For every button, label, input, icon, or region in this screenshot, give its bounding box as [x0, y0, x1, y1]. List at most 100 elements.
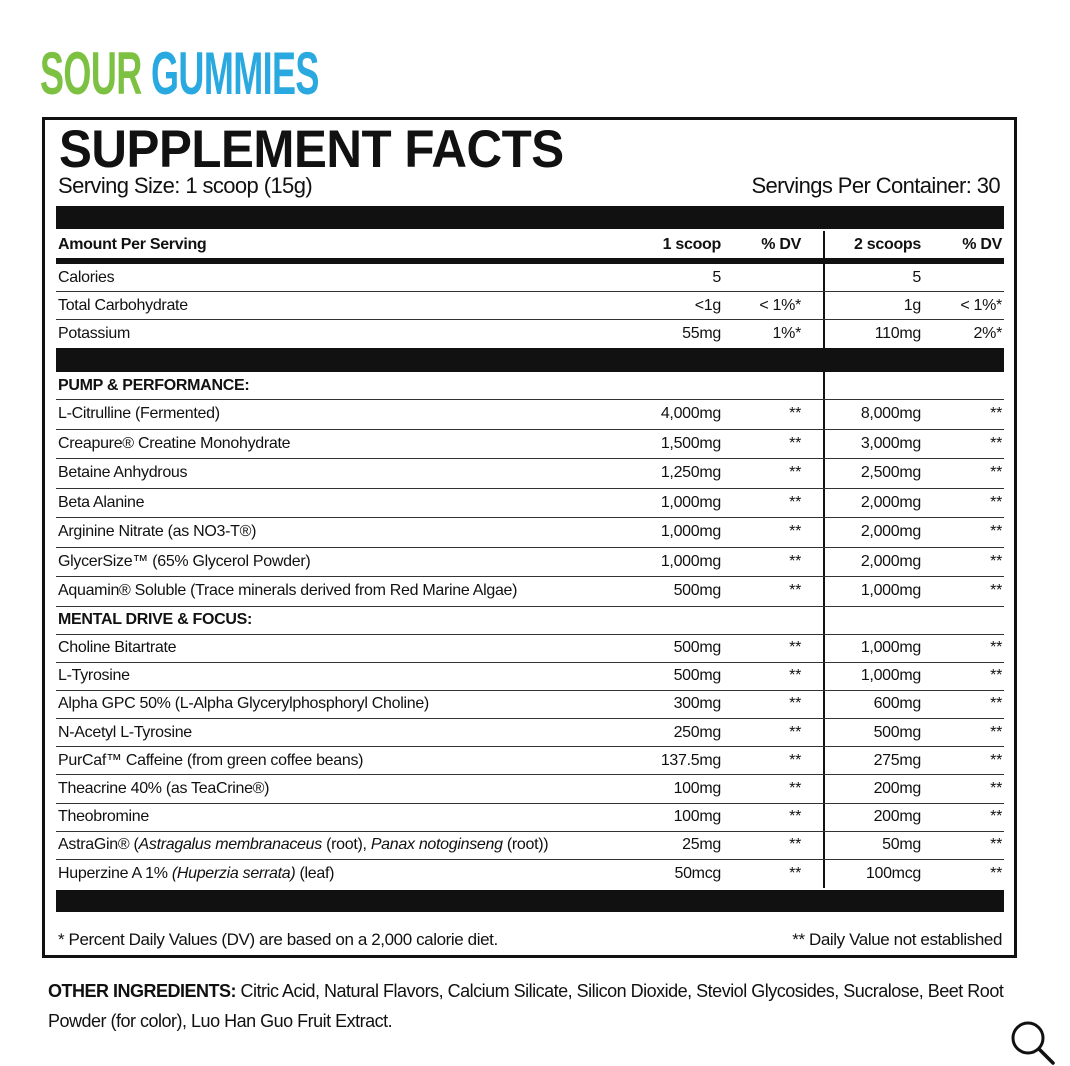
- table-row: AstraGin® (Astragalus membranaceus (root…: [56, 831, 1004, 860]
- cell-dv2: **: [990, 751, 1002, 769]
- table-row: Total Carbohydrate <1g < 1%* 1g < 1%*: [56, 292, 1004, 320]
- ingredient-name: L-Tyrosine: [56, 663, 640, 690]
- cell-amt2: 100mcg: [823, 860, 926, 889]
- table-row: MENTAL DRIVE & FOCUS:: [56, 606, 1004, 635]
- nutrient-name: Potassium: [58, 325, 130, 342]
- cell-dv2: **: [990, 434, 1002, 452]
- cell-dv2: **: [990, 464, 1002, 482]
- cell-dv1: **: [789, 493, 801, 511]
- cell-dv1: [726, 372, 823, 399]
- ingredient-name: Aquamin® Soluble (Trace minerals derived…: [56, 577, 640, 606]
- cell-amt1: 100mg: [673, 780, 722, 798]
- brand-title: SOUR GUMMIES: [40, 44, 319, 104]
- cell-amt1: 55mg: [682, 325, 721, 342]
- cell-amt2: 1,000mg: [823, 662, 926, 690]
- cell-dv1: **: [789, 582, 801, 600]
- ingredient-name: L-Citrulline (Fermented): [56, 400, 640, 429]
- ingredient-label: Betaine Anhydrous: [58, 464, 188, 482]
- latin-name: (Huperzia serrata): [171, 865, 296, 883]
- name-part: Arginine Nitrate (as NO3-T®): [58, 523, 257, 541]
- name-part: GlycerSize™ (65% Glycerol Powder): [58, 552, 311, 570]
- cell-amt2: 50mg: [823, 831, 926, 859]
- cell-amt2: 5: [823, 264, 926, 291]
- ingredient-label: Theacrine 40% (as TeaCrine®): [58, 780, 270, 798]
- cell-dv1: **: [789, 780, 801, 798]
- table-header: Amount Per Serving 1 scoop % DV 2 scoops…: [56, 231, 1004, 264]
- name-part: AstraGin® (: [58, 836, 139, 854]
- table-row: Huperzine A 1% (Huperzia serrata) (leaf)…: [56, 860, 1004, 889]
- table-row: L-Tyrosine 500mg ** 1,000mg **: [56, 662, 1004, 691]
- cell-dv2: **: [990, 808, 1002, 826]
- ingredient-label: GlycerSize™ (65% Glycerol Powder): [58, 552, 311, 571]
- cell-dv2: **: [990, 523, 1002, 541]
- cell-amt1: 4,000mg: [660, 405, 721, 423]
- other-ingredients-text: Citric Acid, Natural Flavors, Calcium Si…: [48, 981, 1004, 1031]
- cell-dv2: [926, 372, 1004, 399]
- table-row: Betaine Anhydrous 1,250mg ** 2,500mg **: [56, 459, 1004, 489]
- ingredient-label: Theobromine: [58, 808, 149, 826]
- cell-dv1: **: [789, 464, 801, 482]
- cell-dv1: **: [789, 639, 801, 657]
- brand-word-gummies: GUMMIES: [151, 40, 319, 107]
- cell-dv1: [726, 607, 823, 634]
- cell-dv2: **: [990, 865, 1002, 883]
- cell-dv1: **: [789, 865, 801, 883]
- cell-amt2: 2,000mg: [823, 518, 926, 547]
- cell-dv1: **: [789, 695, 801, 713]
- ingredient-label: AstraGin® (Astragalus membranaceus (root…: [58, 836, 549, 854]
- section-title: PUMP & PERFORMANCE:: [58, 376, 250, 394]
- ingredient-label: Choline Bitartrate: [58, 639, 177, 657]
- ingredient-name: Creapure® Creatine Monohydrate: [56, 430, 640, 459]
- ingredient-label: L-Tyrosine: [58, 667, 130, 685]
- header-name: Amount Per Serving: [58, 235, 207, 253]
- cell-dv1: **: [789, 523, 801, 541]
- name-part: Aquamin® Soluble (Trace minerals derived…: [58, 582, 518, 600]
- name-part: Choline Bitartrate: [58, 639, 177, 657]
- table-row: PUMP & PERFORMANCE:: [56, 372, 1004, 400]
- cell-amt2: 275mg: [823, 747, 926, 775]
- name-part: Betaine Anhydrous: [58, 464, 188, 482]
- name-part: PurCaf™ Caffeine (from green coffee bean…: [58, 751, 364, 769]
- ingredient-name: Alpha GPC 50% (L-Alpha Glycerylphosphory…: [56, 691, 640, 718]
- cell-dv1: **: [789, 667, 801, 685]
- cell-amt2: 500mg: [823, 719, 926, 747]
- ingredient-name: N-Acetyl L-Tyrosine: [56, 719, 640, 746]
- latin-name: Astragalus membranaceus: [138, 836, 323, 854]
- cell-dv2: **: [990, 667, 1002, 685]
- nutrient-name: Total Carbohydrate: [58, 296, 188, 314]
- cell-dv2: **: [990, 695, 1002, 713]
- cell-amt2: 2,000mg: [823, 488, 926, 517]
- cell-dv2: **: [990, 836, 1002, 854]
- ingredient-name: AstraGin® (Astragalus membranaceus (root…: [56, 832, 640, 859]
- cell-amt1: 1,500mg: [660, 434, 721, 452]
- cell-amt1: 300mg: [673, 695, 722, 713]
- footnote-dv: * Percent Daily Values (DV) are based on…: [58, 930, 498, 949]
- cell-amt1: [640, 607, 726, 634]
- ingredient-label: Huperzine A 1% (Huperzia serrata) (leaf): [58, 865, 334, 883]
- table-row: Arginine Nitrate (as NO3-T®) 1,000mg ** 2,0…: [56, 518, 1004, 548]
- search-icon[interactable]: [1005, 1016, 1065, 1066]
- name-part: Theacrine 40% (as TeaCrine®): [58, 780, 270, 798]
- latin-name: Panax notoginseng: [370, 836, 503, 854]
- cell-dv2: **: [990, 780, 1002, 798]
- cell-amt2: 110mg: [823, 320, 926, 348]
- ingredient-name: Beta Alanine: [56, 489, 640, 518]
- supplement-facts-panel: SUPPLEMENT FACTS Serving Size: 1 scoop (…: [42, 117, 1017, 958]
- header-dv1: % DV: [761, 235, 801, 253]
- table-row: GlycerSize™ (65% Glycerol Powder) 1,000mg…: [56, 547, 1004, 577]
- cell-dv2: **: [990, 723, 1002, 741]
- cell-amt1: 1,000mg: [660, 523, 721, 541]
- name-part: Theobromine: [58, 808, 149, 826]
- cell-amt2: [823, 606, 926, 634]
- panel-title: SUPPLEMENT FACTS: [59, 120, 564, 179]
- cell-dv1: **: [789, 552, 801, 570]
- ingredient-label: Creapure® Creatine Monohydrate: [58, 435, 291, 453]
- ingredient-name: Choline Bitartrate: [56, 635, 640, 662]
- cell-dv1: **: [789, 405, 801, 423]
- name-part: (root),: [321, 836, 371, 854]
- cell-dv2: **: [990, 493, 1002, 511]
- ingredient-label: N-Acetyl L-Tyrosine: [58, 724, 192, 742]
- header-amt1: 1 scoop: [662, 235, 722, 253]
- cell-dv1: **: [789, 751, 801, 769]
- cell-amt1: 100mg: [673, 808, 722, 826]
